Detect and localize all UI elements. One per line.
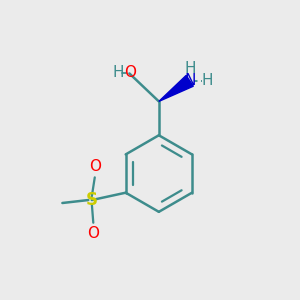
Text: N: N: [185, 73, 196, 88]
Text: O: O: [124, 65, 136, 80]
Text: O: O: [87, 226, 99, 242]
Text: S: S: [86, 191, 98, 209]
Text: H: H: [112, 65, 124, 80]
Text: H: H: [185, 61, 197, 76]
Polygon shape: [159, 75, 193, 101]
Text: O: O: [89, 159, 101, 174]
Text: H: H: [202, 73, 214, 88]
